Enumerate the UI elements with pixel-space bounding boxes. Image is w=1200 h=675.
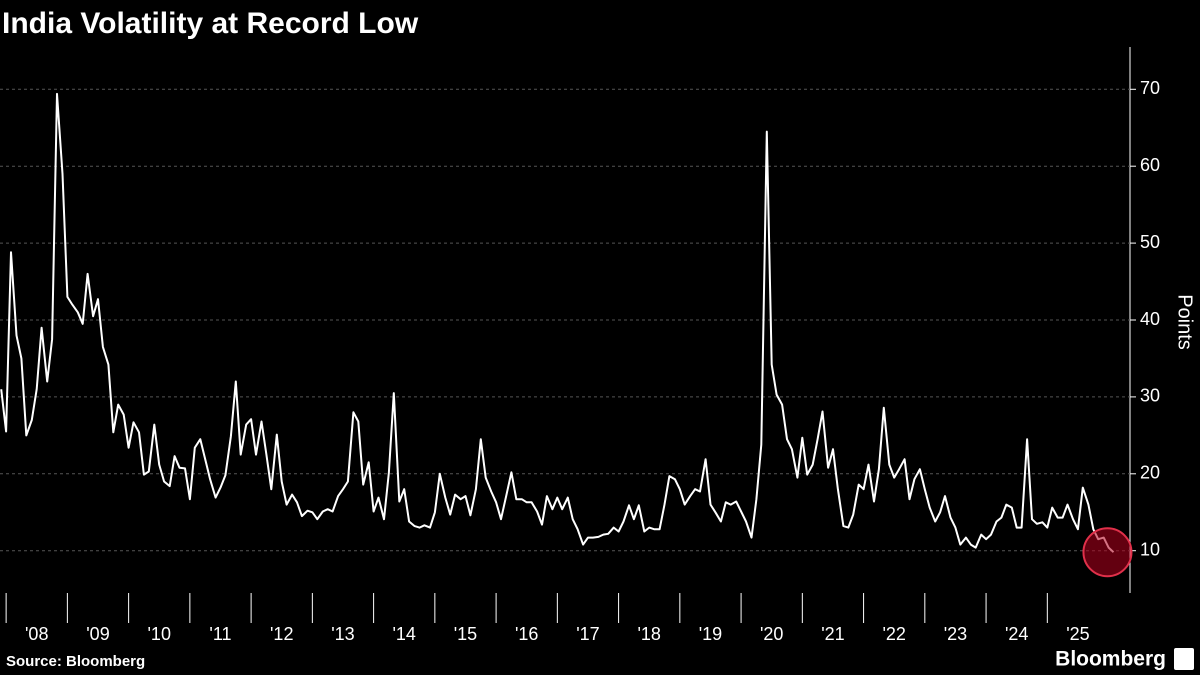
x-tick-label: '19 [699,624,722,644]
x-tick-label: '16 [515,624,538,644]
x-tick-label: '25 [1066,624,1089,644]
brand-icon [1174,648,1194,670]
y-axis-label: Points [1174,294,1196,350]
y-tick-label: 10 [1140,539,1160,559]
y-tick-label: 40 [1140,309,1160,329]
x-tick-label: '12 [270,624,293,644]
series-line [0,92,1115,553]
y-tick-label: 70 [1140,78,1160,98]
x-tick-label: '24 [1005,624,1028,644]
x-tick-label: '17 [576,624,599,644]
brand: Bloomberg [1055,648,1166,671]
source: Source: Bloomberg [6,653,145,670]
x-tick-label: '21 [821,624,844,644]
x-tick-label: '08 [25,624,48,644]
x-tick-label: '20 [760,624,783,644]
x-tick-label: '09 [86,624,109,644]
y-tick-label: 20 [1140,463,1160,483]
x-tick-label: '22 [882,624,905,644]
y-tick-label: 30 [1140,386,1160,406]
x-tick-label: '13 [331,624,354,644]
y-tick-label: 60 [1140,155,1160,175]
x-tick-label: '14 [392,624,415,644]
x-tick-label: '10 [148,624,171,644]
x-tick-label: '23 [944,624,967,644]
x-tick-label: '15 [454,624,477,644]
chart-title: India Volatility at Record Low [2,7,419,40]
x-tick-label: '18 [637,624,660,644]
x-tick-label: '11 [209,624,231,644]
highlight-circle [1082,527,1133,578]
y-tick-label: 50 [1140,232,1160,252]
